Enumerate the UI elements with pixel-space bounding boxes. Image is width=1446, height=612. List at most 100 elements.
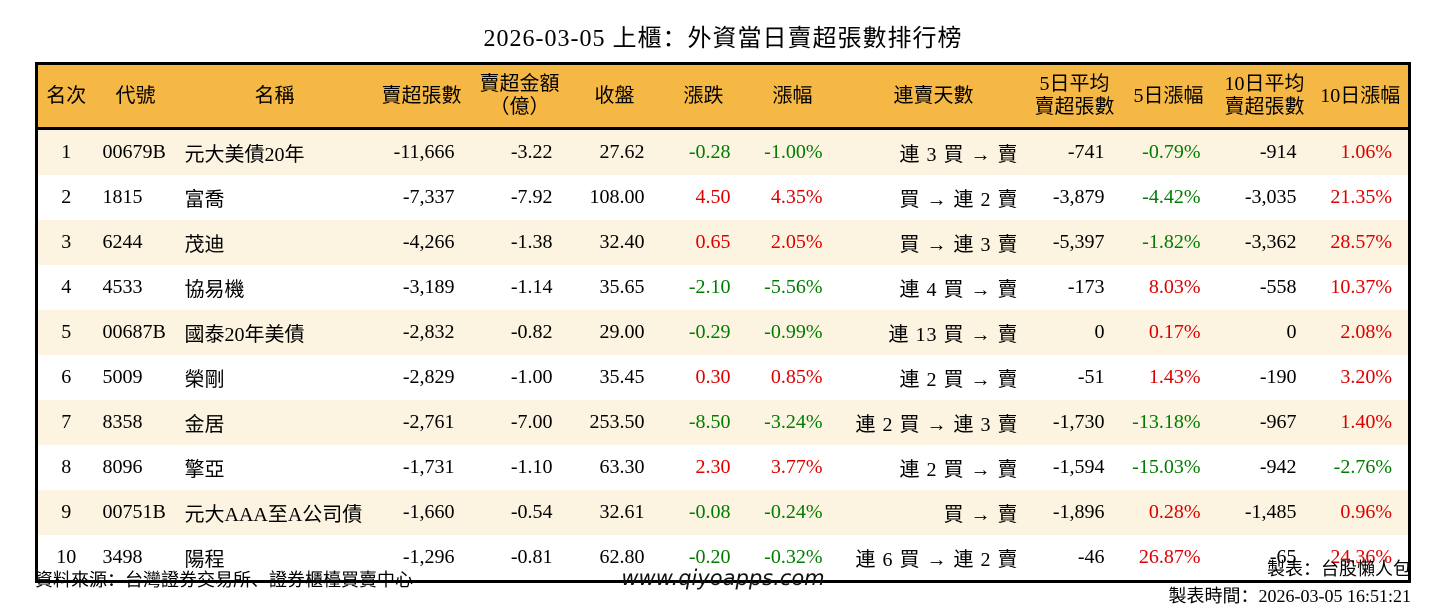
table-row: 8 8096 擎亞 -1,731 -1.10 63.30 2.30 3.77% 連 2 買 → … bbox=[36, 445, 1410, 490]
cell-change_pct: -3.24% bbox=[764, 411, 823, 433]
cell-rank: 9 bbox=[61, 501, 72, 523]
cell-rank: 8 bbox=[61, 456, 72, 478]
cell-sell_amount: -1.10 bbox=[510, 456, 553, 478]
cell-close: 62.80 bbox=[599, 546, 645, 568]
cell-avg10: -65 bbox=[1269, 546, 1297, 568]
cell-avg5: -1,730 bbox=[1052, 411, 1105, 433]
cell-avg10: -967 bbox=[1259, 411, 1297, 433]
cell-change: -8.50 bbox=[688, 411, 731, 433]
cell-rank: 4 bbox=[61, 276, 72, 298]
cell-sell_amount: -3.22 bbox=[510, 141, 553, 163]
cell-pct10: 1.06% bbox=[1340, 141, 1392, 163]
cell-close: 253.50 bbox=[589, 411, 645, 433]
cell-close: 32.61 bbox=[599, 501, 645, 523]
cell-pct5: 26.87% bbox=[1138, 546, 1201, 568]
table-row: 9 00751B 元大AAA至A公司債 -1,660 -0.54 32.61 -0.08 -0… bbox=[36, 490, 1410, 535]
website-text: www.qiyoapps.com bbox=[621, 566, 825, 590]
cell-change: -0.20 bbox=[688, 546, 731, 568]
cell-change: -0.29 bbox=[688, 321, 731, 343]
cell-rank: 6 bbox=[61, 366, 72, 388]
cell-pct5: -13.18% bbox=[1132, 411, 1201, 433]
maker-note: 製表：台股懶人包 製表時間：2026-03-05 16:51:21 bbox=[1169, 556, 1412, 610]
cell-streak: 連 2 買 → 賣 bbox=[899, 369, 1019, 391]
cell-code: 3498 bbox=[102, 546, 143, 568]
cell-name: 擎亞 bbox=[184, 459, 225, 481]
cell-name: 元大AAA至A公司債 bbox=[184, 504, 363, 526]
cell-code: 4533 bbox=[102, 276, 143, 298]
cell-pct10: -2.76% bbox=[1333, 456, 1392, 478]
cell-close: 108.00 bbox=[589, 186, 645, 208]
cell-pct10: 10.37% bbox=[1330, 276, 1392, 298]
cell-avg10: -3,035 bbox=[1244, 186, 1297, 208]
cell-sell_amount: -0.81 bbox=[510, 546, 553, 568]
cell-avg10: -558 bbox=[1259, 276, 1297, 298]
table-body: 1 00679B 元大美債20年 -11,666 -3.22 27.62 -0.28 -1.0… bbox=[36, 128, 1410, 582]
cell-pct5: 0.17% bbox=[1148, 321, 1201, 343]
cell-name: 協易機 bbox=[184, 279, 245, 301]
cell-sell_shares: -1,296 bbox=[402, 546, 455, 568]
cell-streak: 買 → 連 2 賣 bbox=[899, 189, 1019, 211]
cell-change_pct: -5.56% bbox=[764, 276, 823, 298]
column-header-avg10: 10日平均 賣超張數 bbox=[1216, 63, 1313, 130]
cell-code: 6244 bbox=[102, 231, 143, 253]
cell-sell_amount: -1.00 bbox=[510, 366, 553, 388]
cell-change: 4.50 bbox=[695, 186, 731, 208]
cell-sell_shares: -2,832 bbox=[402, 321, 455, 343]
cell-avg5: 0 bbox=[1094, 321, 1105, 343]
cell-sell_amount: -0.82 bbox=[510, 321, 553, 343]
cell-change_pct: -0.99% bbox=[764, 321, 823, 343]
cell-change: 0.65 bbox=[695, 231, 731, 253]
cell-change_pct: 4.35% bbox=[770, 186, 823, 208]
cell-avg10: 0 bbox=[1286, 321, 1297, 343]
column-header-code: 代號 bbox=[94, 63, 177, 130]
cell-sell_amount: -0.54 bbox=[510, 501, 553, 523]
cell-close: 35.45 bbox=[599, 366, 645, 388]
cell-code: 5009 bbox=[102, 366, 143, 388]
cell-code: 00751B bbox=[102, 501, 166, 523]
column-header-avg5: 5日平均 賣超張數 bbox=[1028, 63, 1121, 130]
table-row: 6 5009 榮剛 -2,829 -1.00 35.45 0.30 0.85% 連 2 買 → … bbox=[36, 355, 1410, 400]
cell-pct10: 21.35% bbox=[1330, 186, 1392, 208]
cell-code: 1815 bbox=[102, 186, 143, 208]
column-header-pct5: 5日漲幅 bbox=[1120, 63, 1217, 130]
cell-avg5: -51 bbox=[1077, 366, 1105, 388]
cell-name: 陽程 bbox=[184, 549, 225, 571]
cell-code: 00679B bbox=[102, 141, 166, 163]
cell-close: 63.30 bbox=[599, 456, 645, 478]
cell-close: 35.65 bbox=[599, 276, 645, 298]
cell-avg5: -3,879 bbox=[1052, 186, 1105, 208]
cell-avg5: -5,397 bbox=[1052, 231, 1105, 253]
cell-pct5: -1.82% bbox=[1142, 231, 1201, 253]
cell-pct5: 8.03% bbox=[1148, 276, 1201, 298]
cell-change_pct: 3.77% bbox=[770, 456, 823, 478]
column-header-sell_amount: 賣超金額 （億） bbox=[470, 63, 569, 130]
cell-avg5: -46 bbox=[1077, 546, 1105, 568]
column-header-change_pct: 漲幅 bbox=[746, 63, 839, 130]
cell-avg10: -914 bbox=[1259, 141, 1297, 163]
data-source-note: 資料來源：台灣證券交易所、證券櫃檯買賣中心 bbox=[35, 570, 413, 590]
cell-rank: 3 bbox=[61, 231, 72, 253]
cell-rank: 2 bbox=[61, 186, 72, 208]
cell-avg5: -1,594 bbox=[1052, 456, 1105, 478]
table-row: 10 3498 陽程 -1,296 -0.81 62.80 -0.20 -0.32% 連 6 買… bbox=[36, 535, 1410, 582]
cell-name: 國泰20年美債 bbox=[184, 324, 305, 346]
cell-sell_shares: -11,666 bbox=[393, 141, 455, 163]
cell-name: 茂迪 bbox=[184, 234, 225, 256]
cell-sell_amount: -7.92 bbox=[510, 186, 553, 208]
cell-streak: 連 3 買 → 賣 bbox=[899, 144, 1019, 166]
table-row: 3 6244 茂迪 -4,266 -1.38 32.40 0.65 2.05% 買 → 連 3 … bbox=[36, 220, 1410, 265]
cell-rank: 5 bbox=[61, 321, 72, 343]
cell-avg10: -190 bbox=[1259, 366, 1297, 388]
cell-sell_shares: -1,660 bbox=[402, 501, 455, 523]
column-header-pct10: 10日漲幅 bbox=[1312, 63, 1410, 130]
cell-streak: 連 2 買 → 賣 bbox=[899, 459, 1019, 481]
cell-sell_shares: -3,189 bbox=[402, 276, 455, 298]
cell-sell_shares: -2,829 bbox=[402, 366, 455, 388]
cell-avg5: -1,896 bbox=[1052, 501, 1105, 523]
cell-pct5: -15.03% bbox=[1132, 456, 1201, 478]
cell-rank: 7 bbox=[61, 411, 72, 433]
cell-pct5: -4.42% bbox=[1142, 186, 1201, 208]
cell-code: 8096 bbox=[102, 456, 143, 478]
cell-sell_shares: -4,266 bbox=[402, 231, 455, 253]
